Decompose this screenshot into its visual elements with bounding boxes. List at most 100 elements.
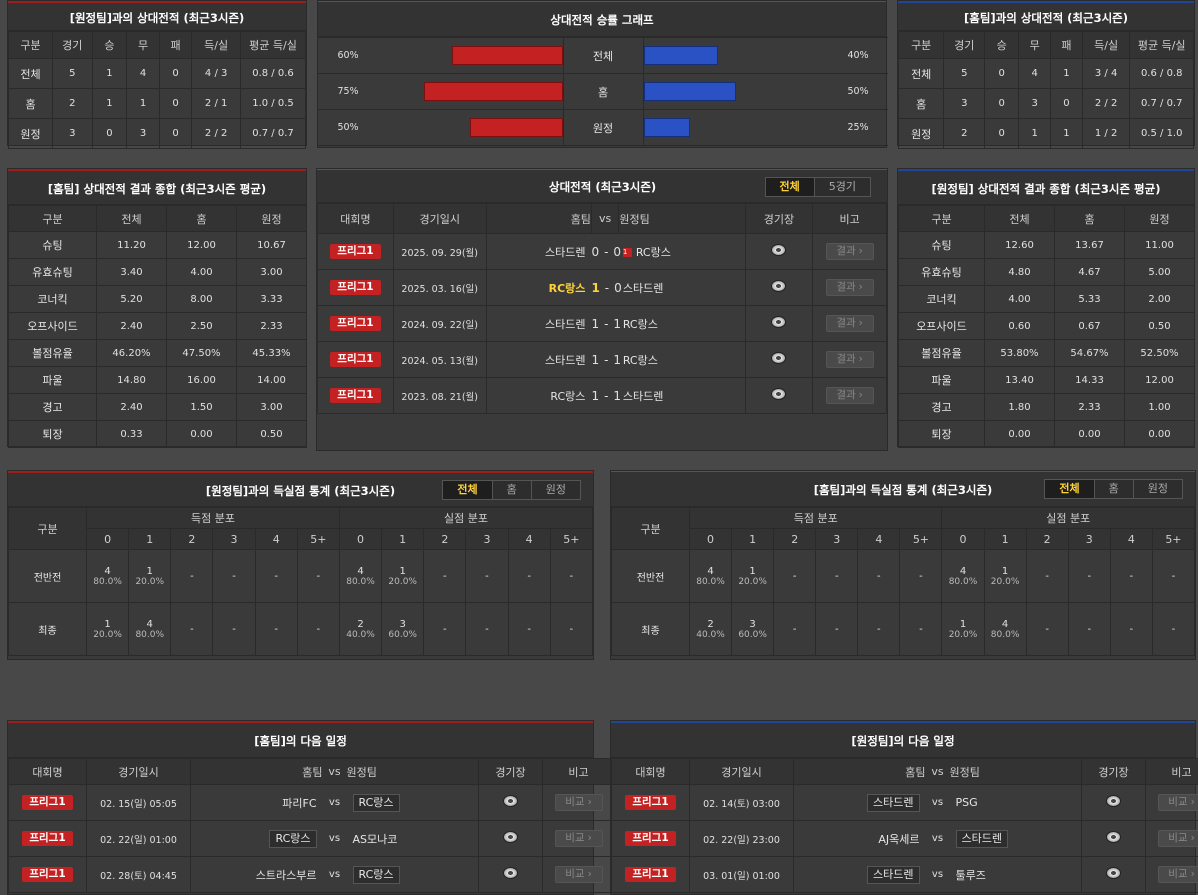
summary-home-title: [홈팀] 상대전적 결과 종합 (최근3시즌 평균) [8,169,306,205]
stat-cell: 14.00 [237,367,307,394]
count: - [816,624,857,635]
stat-cell: 0 [159,119,191,149]
stadium-cell [479,821,543,857]
stat-cell: 4.67 [1055,259,1125,286]
goal-count-header: 3 [466,529,508,550]
away-team: 스타드렌 [950,821,1082,857]
home-pct-label: 75% [318,74,378,110]
percentage: 60.0% [732,630,773,640]
stat-cell: 0.00 [1125,421,1195,448]
score-separator: - [604,353,608,367]
column-header: 구분 [9,508,87,550]
goals-right-tabs: 전체 홈 원정 [1044,479,1183,499]
count: 4 [129,619,170,630]
tab-all[interactable]: 전체 [1045,480,1093,498]
result-button[interactable]: 결과› [826,279,874,296]
row-label: 홈 [899,89,944,119]
result-button[interactable]: 결과› [826,351,874,368]
scored-cell: - [255,603,297,656]
stadium-icon [771,244,786,256]
stat-cell: 4 [1019,59,1051,89]
stat-cell: 0.6 / 0.8 [1130,59,1194,89]
tab-all[interactable]: 전체 [766,178,814,196]
tab-home[interactable]: 홈 [492,481,531,499]
column-header: 득/실 [192,32,241,59]
match-date: 2024. 09. 22(일) [393,306,486,342]
away-pct-label: 50% [828,74,888,110]
goals-right-title: [홈팀]과의 득실점 통계 (최근3시즌) 전체 홈 원정 [611,471,1195,507]
stat-cell: 3 [127,119,159,149]
tab-away[interactable]: 원정 [1133,480,1182,498]
compare-button[interactable]: 비교› [555,830,603,847]
column-header: 비고 [1146,759,1198,785]
result-button[interactable]: 결과› [826,387,874,404]
note-cell: 결과› [813,234,887,270]
stat-cell: 53.80% [985,340,1055,367]
stat-cell: 1 [1051,119,1083,149]
column-header: 평균 득/실 [241,32,306,59]
count: - [858,571,899,582]
tab-5-games[interactable]: 5경기 [814,178,870,196]
stat-cell: 8.00 [167,286,237,313]
stadium-cell [745,378,812,414]
count: - [466,624,507,635]
goal-count-header: 1 [382,529,424,550]
result-button-label: 결과 [836,389,855,401]
h2h-matches-title: 상대전적 (최근3시즌) 전체 5경기 [317,169,887,203]
away-team: 툴루즈 [950,857,1082,893]
league-cell: 프리그1 [612,857,690,893]
stat-cell: 1 [92,89,127,119]
compare-button[interactable]: 비교› [555,866,603,883]
row-label: 파울 [9,367,97,394]
column-header: 구분 [612,508,690,550]
scored-cell: - [900,550,942,603]
tab-home[interactable]: 홈 [1094,480,1133,498]
result-button[interactable]: 결과› [826,243,874,260]
chevron-right-icon: › [588,832,592,844]
count: - [774,571,815,582]
home-win-bar [452,46,563,65]
column-header: 경기 [53,32,92,59]
compare-button[interactable]: 비교› [555,794,603,811]
count: 1 [942,619,983,630]
note-cell: 비교› [543,821,615,857]
stat-cell: 0 [985,89,1019,119]
away-team: PSG [950,785,1082,821]
red-card-badge: 1 [623,248,632,257]
compare-button[interactable]: 비교› [1158,794,1198,811]
row-label: 볼점유율 [9,340,97,367]
stat-cell: 2 / 1 [192,89,241,119]
chevron-right-icon: › [859,353,863,365]
compare-button-label: 비교 [1168,832,1187,844]
tab-all[interactable]: 전체 [443,481,491,499]
count: 1 [985,566,1026,577]
away-win-bar [644,118,690,137]
home-bar-cell [378,38,563,74]
compare-button[interactable]: 비교› [1158,866,1198,883]
note-cell: 비교› [1146,785,1198,821]
result-button-label: 결과 [836,281,855,293]
tab-away[interactable]: 원정 [531,481,580,499]
compare-button[interactable]: 비교› [1158,830,1198,847]
goal-count-header: 1 [732,529,774,550]
stat-cell: 3 [944,89,985,119]
home-team-name: 스타드렌 [867,866,919,884]
result-button[interactable]: 결과› [826,315,874,332]
